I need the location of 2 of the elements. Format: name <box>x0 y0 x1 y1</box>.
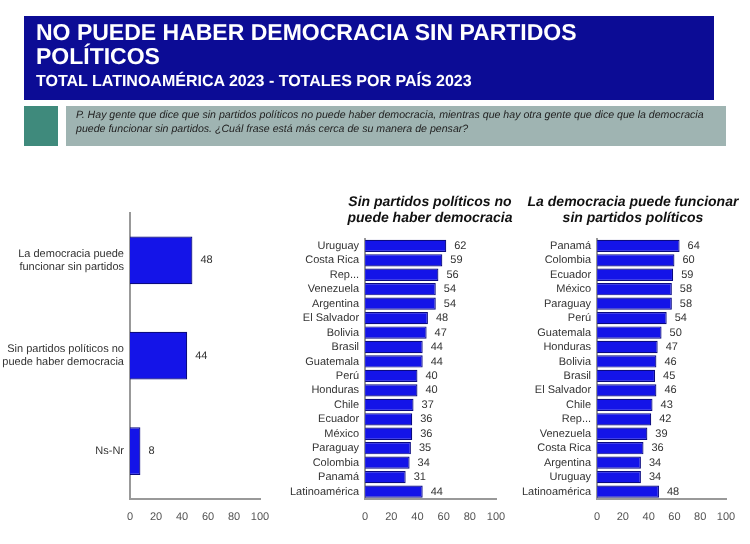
chart-subtitle: TOTAL LATINOAMÉRICA 2023 - TOTALES POR PAÍS 2023 <box>36 72 474 91</box>
chart-title: NO PUEDE HABER DEMOCRACIA SIN PARTIDOS POLÍTICOS <box>36 22 579 71</box>
